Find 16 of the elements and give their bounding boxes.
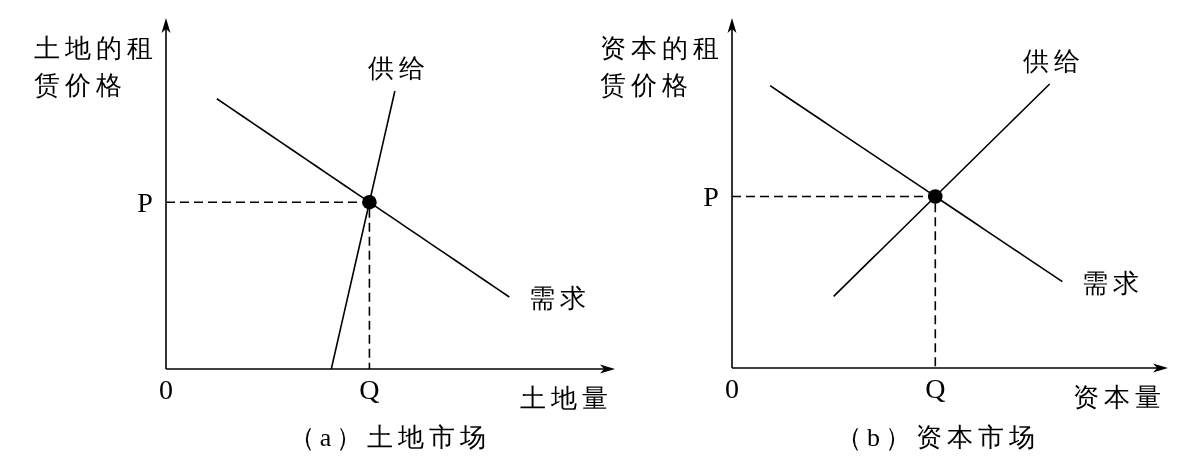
series-label: 需求	[529, 284, 592, 314]
x-tick-label: Q	[359, 373, 380, 405]
x-axis-title: 土地量	[520, 383, 613, 413]
annotation: P	[137, 186, 153, 218]
title: （b）资本市场	[836, 422, 1040, 452]
y-axis-title: 资本的租赁价格	[600, 32, 725, 102]
title: （a）土地市场	[288, 422, 492, 452]
x-axis-title: 资本量	[1073, 382, 1166, 412]
series-label: 需求	[1082, 269, 1145, 299]
x-tick-label: Q	[925, 372, 946, 404]
x-tick-label: 0	[725, 372, 739, 404]
series-label: 供给	[367, 53, 430, 83]
annotation: P	[703, 180, 719, 212]
x-tick-label: 0	[159, 373, 173, 405]
series-label: 供给	[1022, 46, 1085, 76]
y-axis-title: 土地的租赁价格	[34, 32, 159, 102]
